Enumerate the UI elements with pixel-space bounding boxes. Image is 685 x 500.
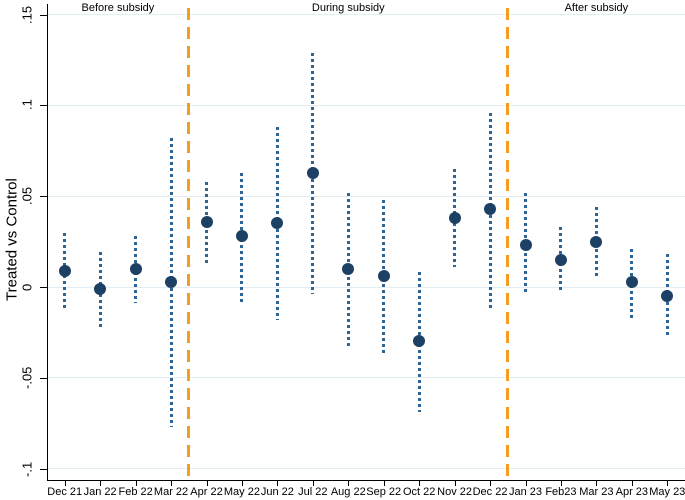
x-tick-label: Apr 22 [190,486,223,498]
y-tick-mark [40,377,47,379]
estimate-dot [94,282,107,295]
x-tick-mark [596,480,598,486]
x-tick-label: Oct 22 [402,486,436,498]
x-tick-label: Apr 23 [615,486,649,498]
y-tick-mark [40,105,47,107]
x-tick-mark [348,480,350,486]
estimate-dot [484,202,497,215]
x-tick-label: Nov 22 [437,486,473,498]
x-tick-label: Dec 22 [472,486,508,498]
y-tick-label: -.05 [19,366,35,389]
y-tick-mark [40,287,47,288]
estimate-dot [377,270,390,283]
estimate-dot [271,217,284,230]
x-tick-mark [525,480,527,486]
x-tick-mark [631,480,633,486]
x-tick-mark [490,480,492,486]
x-tick-mark [560,480,562,486]
x-tick-label: Jul 22 [298,486,328,498]
x-tick-label: Feb 22 [118,486,153,498]
x-tick-label: May 23 [649,486,685,498]
estimate-dot [129,262,142,275]
section-label: During subsidy [311,2,385,14]
x-tick-label: May 22 [223,486,260,498]
y-tick-label: .05 [19,187,35,206]
x-tick-label: Feb23 [545,486,577,498]
x-tick-label: Dec 21 [47,486,83,498]
section-label: Before subsidy [81,2,155,14]
estimate-dot [448,211,461,224]
subsidy-divider-line [506,8,510,480]
estimate-dot [58,264,71,277]
y-gridline [48,377,685,379]
x-tick-mark [206,480,208,486]
y-tick-label: 0 [19,283,35,291]
x-tick-mark [171,480,173,486]
estimate-dot [413,335,426,348]
x-tick-mark [135,480,137,486]
x-tick-label: Jun 22 [260,486,294,498]
estimate-dot [200,215,213,228]
x-tick-label: Aug 22 [330,486,366,498]
estimate-dot [661,290,674,303]
x-tick-mark [277,480,279,486]
y-gridline [48,104,685,106]
y-tick-label: .1 [19,99,35,111]
y-gridline [48,286,685,288]
x-tick-mark [419,480,421,486]
x-tick-mark [383,480,385,486]
y-tick-label: .15 [19,5,35,24]
y-tick-label: -.1 [19,461,35,477]
estimate-dot [342,262,355,275]
x-tick-label: Jan 22 [83,486,117,498]
y-gridline [48,468,685,470]
x-tick-label: Mar 23 [579,486,614,498]
x-tick-label: Mar 22 [153,486,189,498]
y-axis-line [47,4,48,480]
estimate-dot [554,253,567,266]
estimate-dot [235,230,248,243]
x-tick-mark [100,480,102,486]
y-tick-mark [40,14,47,16]
x-tick-mark [454,480,456,486]
x-tick-mark [312,480,314,486]
section-label: After subsidy [564,2,629,14]
subsidy-divider-line [187,8,191,480]
estimate-dot [165,275,178,288]
x-tick-mark [64,480,66,486]
estimate-dot [590,235,603,248]
y-gridline [48,195,685,197]
x-tick-mark [667,480,669,486]
y-tick-mark [40,468,47,470]
y-tick-mark [40,196,47,198]
estimate-dot [625,275,638,288]
x-tick-label: Sep 22 [366,486,402,498]
estimate-dot [519,239,532,252]
x-tick-mark [241,480,243,486]
y-gridline [48,14,685,16]
estimate-dot [306,166,319,179]
x-axis-line [47,480,685,481]
x-tick-label: Jan 23 [508,486,543,498]
